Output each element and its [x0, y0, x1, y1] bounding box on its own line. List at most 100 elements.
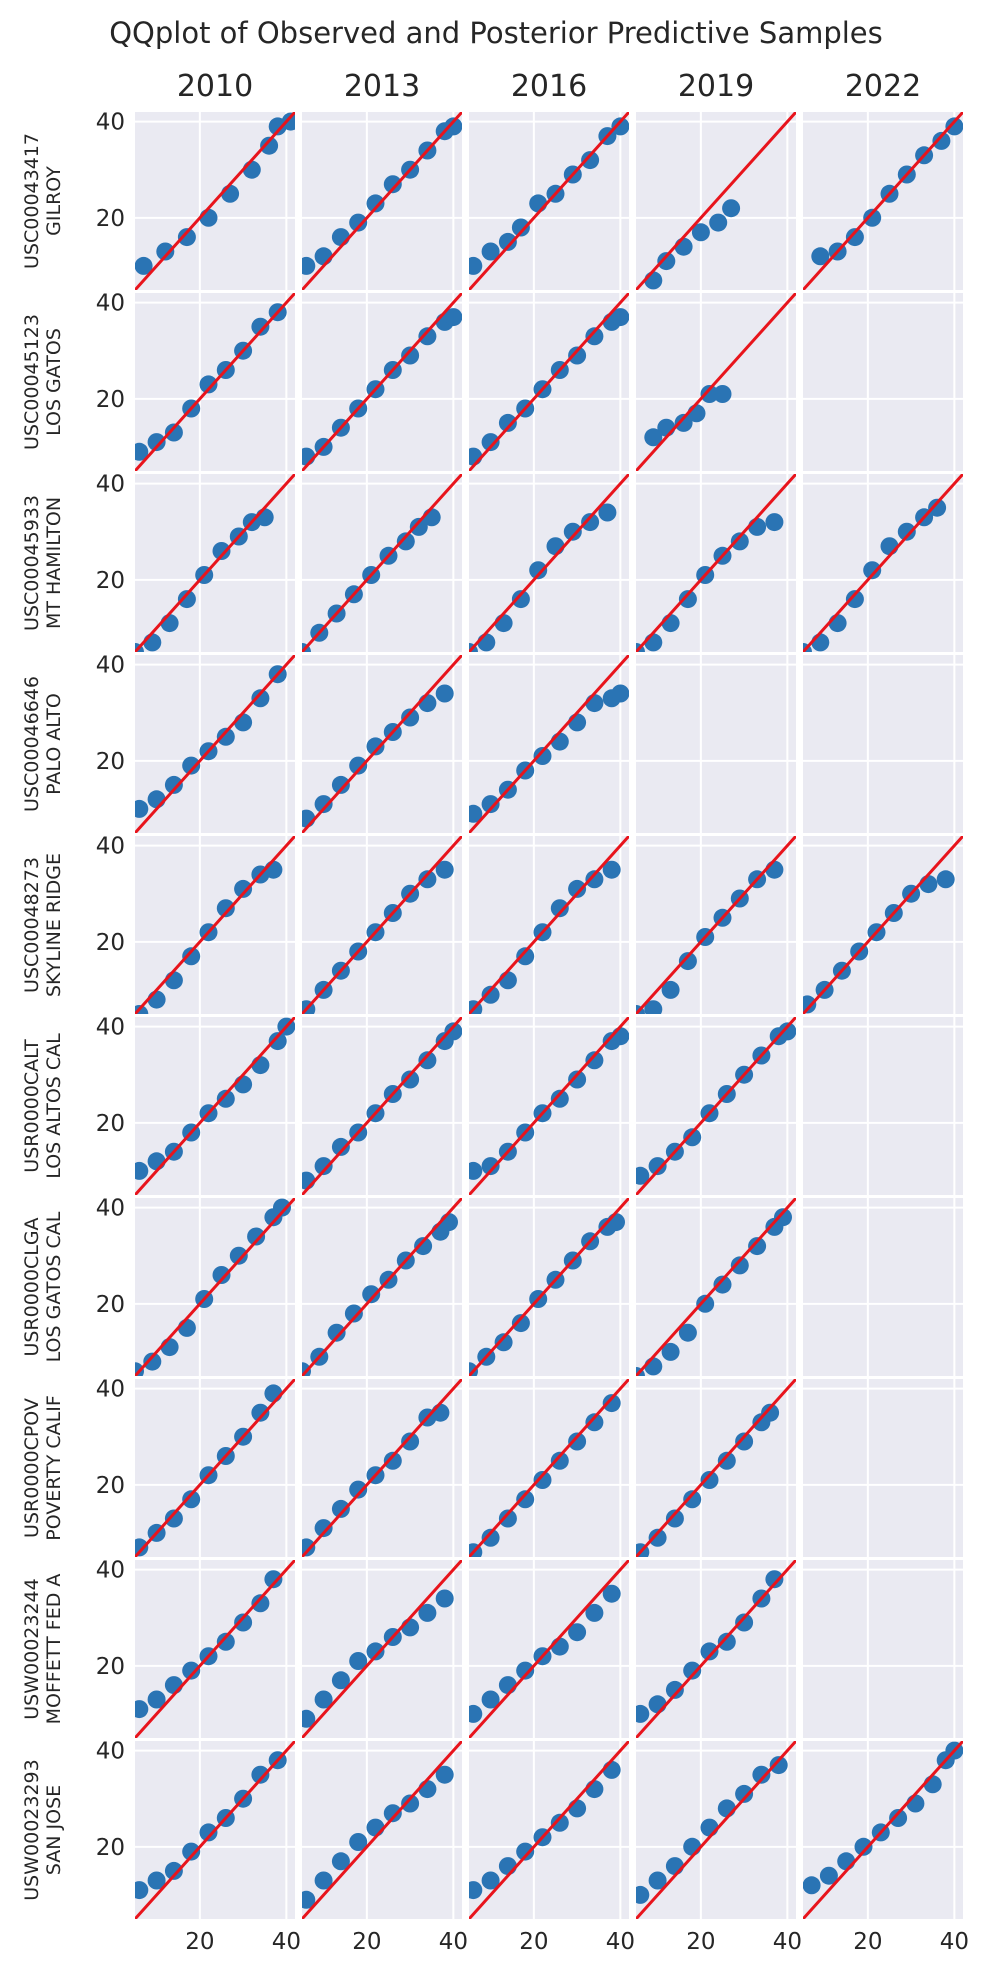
data-point — [362, 1285, 381, 1304]
panel-background — [803, 1560, 963, 1738]
row-title-line: GILROY — [43, 166, 65, 236]
data-point — [511, 590, 530, 609]
data-point — [302, 809, 316, 828]
data-point — [516, 947, 535, 966]
reference-line — [302, 655, 462, 833]
data-point — [221, 184, 240, 203]
x-tick-label: 40 — [940, 1929, 969, 1955]
data-point — [199, 1823, 218, 1842]
panel-marks — [636, 112, 796, 290]
data-point — [811, 633, 830, 652]
column-title-2022: 2022 — [845, 69, 921, 104]
panel-marks — [135, 1741, 295, 1919]
data-point — [331, 1852, 350, 1871]
panel-r9-c1: 20 40 — [302, 1741, 468, 1955]
panel-background — [803, 1379, 963, 1557]
data-point — [845, 590, 864, 609]
row-title-line: LOS ALTOS CAL — [43, 1033, 65, 1179]
row-title-USC00046646: USC00046646PALO ALTO — [21, 676, 65, 812]
data-point — [242, 160, 261, 179]
data-point — [516, 1842, 535, 1861]
panel-marks — [302, 112, 462, 290]
data-point — [234, 1613, 253, 1632]
panel-r9-c3: 20 40 — [636, 1741, 802, 1955]
data-point — [511, 1314, 530, 1333]
data-point — [444, 308, 462, 327]
data-point — [435, 860, 454, 879]
data-point — [568, 713, 587, 732]
row-title-USC00045123: USC00045123LOS GATOS — [21, 314, 65, 450]
data-point — [717, 1799, 736, 1818]
data-point — [344, 1304, 363, 1323]
data-point — [657, 252, 676, 271]
reference-line — [636, 1560, 796, 1738]
data-point — [435, 1589, 454, 1608]
data-point — [234, 1075, 253, 1094]
data-point — [774, 1208, 792, 1227]
data-point — [302, 1890, 316, 1909]
data-point — [533, 1471, 552, 1489]
panel-r7-c2 — [469, 1379, 629, 1557]
y-tick-label: 40 — [96, 834, 125, 860]
reference-line — [469, 293, 629, 471]
data-point — [216, 1089, 235, 1108]
data-point — [156, 242, 175, 261]
data-point — [897, 522, 916, 541]
panel-background — [803, 655, 963, 833]
data-point — [481, 1690, 500, 1709]
data-point — [713, 385, 732, 403]
row-title-line: USR0000CPOV — [21, 1398, 43, 1538]
data-point — [678, 590, 697, 609]
data-point — [602, 1394, 621, 1413]
y-tick-label: 20 — [96, 1473, 125, 1499]
data-point — [611, 684, 629, 703]
row-title-line: USC00048273 — [21, 857, 43, 993]
data-point — [314, 1871, 333, 1890]
data-point — [644, 1000, 663, 1014]
panel-marks — [135, 1198, 295, 1376]
data-point — [331, 775, 350, 794]
row-title-USC00048273: USC00048273SKYLINE RIDGE — [21, 853, 65, 997]
panel-background — [803, 1198, 963, 1376]
reference-line — [135, 655, 295, 833]
data-point — [418, 1603, 437, 1622]
data-point — [349, 1652, 368, 1670]
data-point — [260, 136, 279, 155]
reference-line — [135, 1198, 295, 1376]
data-point — [182, 756, 201, 775]
data-point — [674, 413, 693, 432]
panel-r5-c1 — [302, 1017, 462, 1195]
data-point — [251, 1765, 270, 1784]
reference-line — [135, 1379, 295, 1557]
data-point — [494, 1333, 513, 1352]
panel-r6-c2 — [469, 1198, 629, 1376]
data-point — [880, 537, 899, 556]
data-point — [251, 689, 270, 708]
data-point — [550, 1089, 569, 1108]
row-title-line: USW00023293 — [21, 1759, 43, 1900]
panel-r9-c4: 20 40 — [803, 1741, 969, 1955]
panel-r3-c2 — [469, 655, 629, 833]
data-point — [177, 228, 196, 247]
panel-r3-c1 — [302, 655, 462, 833]
panel-r3-c3 — [636, 655, 796, 833]
row-title-line: LOS GATOS CAL — [43, 1211, 65, 1362]
panel-r6-c3 — [636, 1198, 796, 1376]
data-point — [331, 1499, 350, 1518]
panel-marks — [469, 655, 629, 833]
y-tick-label: 40 — [96, 110, 125, 136]
panel-r2-c1 — [302, 474, 462, 652]
data-point — [661, 980, 680, 999]
data-point — [498, 232, 517, 251]
data-point — [366, 1818, 385, 1837]
y-tick-label: 40 — [96, 291, 125, 317]
row-title-line: MT HAMILTON — [43, 497, 65, 629]
panel-r4-c3 — [636, 836, 796, 1014]
data-point — [327, 1323, 346, 1342]
panel-r2-c2 — [469, 474, 629, 652]
data-point — [422, 508, 441, 527]
panel-marks — [469, 836, 629, 1014]
data-point — [602, 1584, 621, 1603]
